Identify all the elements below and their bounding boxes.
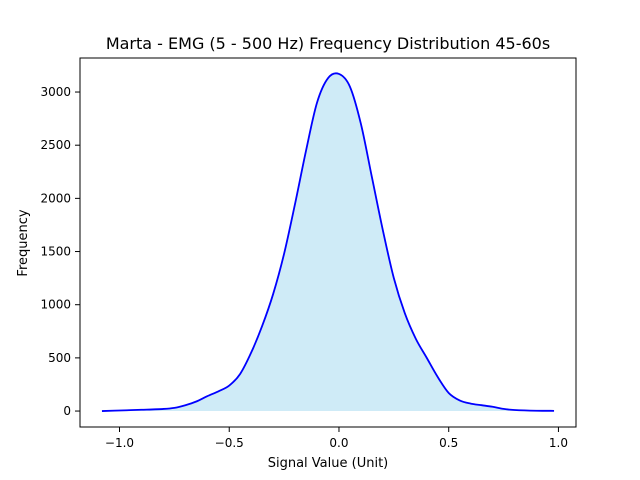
x-axis-label: Signal Value (Unit) [268, 456, 389, 471]
plot-frame [79, 57, 577, 428]
x-tick-label: 0.5 [439, 436, 458, 450]
y-tick-label: 2000 [40, 191, 71, 205]
y-tick-label: 0 [63, 404, 71, 418]
x-tick-label: 1.0 [549, 436, 568, 450]
x-axis-ticks: −1.0 −0.5 0.0 0.5 1.0 [105, 427, 568, 450]
y-tick-label: 3000 [40, 85, 71, 99]
series-area-fill [101, 73, 555, 412]
y-tick-label: 500 [48, 351, 71, 365]
chart-title: Marta - EMG (5 - 500 Hz) Frequency Distr… [106, 34, 550, 53]
y-tick-label: 1000 [40, 298, 71, 312]
y-tick-label: 1500 [40, 245, 71, 259]
x-tick-label: −1.0 [105, 436, 134, 450]
x-tick-label: −0.5 [215, 436, 244, 450]
series-line [101, 72, 555, 412]
x-tick-label: 0.0 [329, 436, 348, 450]
y-axis-ticks: 0 500 1000 1500 2000 2500 3000 [40, 85, 80, 418]
y-axis-label: Frequency [16, 209, 31, 276]
y-tick-label: 2500 [40, 138, 71, 152]
